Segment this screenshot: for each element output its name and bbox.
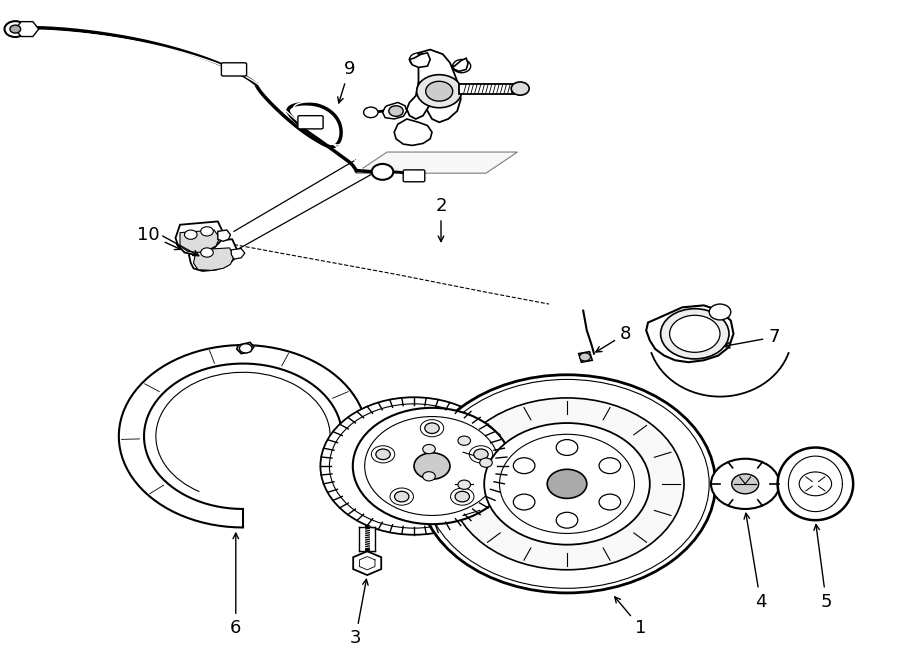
Circle shape xyxy=(396,420,513,506)
Circle shape xyxy=(484,423,650,545)
Polygon shape xyxy=(407,83,430,119)
Polygon shape xyxy=(356,152,518,173)
Polygon shape xyxy=(353,551,382,575)
FancyBboxPatch shape xyxy=(221,63,247,76)
Circle shape xyxy=(711,459,779,509)
Polygon shape xyxy=(176,221,223,254)
Circle shape xyxy=(513,457,535,473)
Polygon shape xyxy=(189,239,238,271)
Circle shape xyxy=(364,107,378,118)
Circle shape xyxy=(201,248,213,257)
Circle shape xyxy=(394,491,409,502)
Circle shape xyxy=(670,315,720,352)
Circle shape xyxy=(511,82,529,95)
Circle shape xyxy=(414,453,450,479)
Text: 6: 6 xyxy=(230,533,241,637)
Circle shape xyxy=(10,25,21,33)
Text: 8: 8 xyxy=(596,325,631,352)
Polygon shape xyxy=(194,248,234,270)
Polygon shape xyxy=(15,22,39,36)
Circle shape xyxy=(661,309,729,359)
Circle shape xyxy=(423,444,436,453)
Circle shape xyxy=(732,474,759,494)
Polygon shape xyxy=(410,53,430,67)
Circle shape xyxy=(547,469,587,498)
Circle shape xyxy=(580,353,590,361)
Polygon shape xyxy=(418,50,461,122)
Circle shape xyxy=(417,75,462,108)
Text: 3: 3 xyxy=(350,579,368,647)
Polygon shape xyxy=(231,249,245,259)
Circle shape xyxy=(239,344,252,353)
Circle shape xyxy=(184,230,197,239)
Circle shape xyxy=(599,494,621,510)
Circle shape xyxy=(320,397,508,535)
Circle shape xyxy=(376,449,391,459)
Circle shape xyxy=(455,491,470,502)
Circle shape xyxy=(201,227,213,236)
Text: 2: 2 xyxy=(436,197,446,241)
Polygon shape xyxy=(778,447,853,520)
Circle shape xyxy=(458,480,471,489)
Polygon shape xyxy=(394,119,432,145)
Polygon shape xyxy=(579,352,592,362)
Circle shape xyxy=(556,512,578,528)
Bar xyxy=(459,84,518,94)
Polygon shape xyxy=(237,342,254,354)
FancyBboxPatch shape xyxy=(298,116,323,129)
Polygon shape xyxy=(646,305,733,362)
Circle shape xyxy=(425,423,439,434)
Polygon shape xyxy=(218,230,230,241)
Polygon shape xyxy=(119,345,367,527)
Circle shape xyxy=(372,164,393,180)
Text: 7: 7 xyxy=(724,328,779,348)
Circle shape xyxy=(450,398,684,570)
Circle shape xyxy=(709,304,731,320)
Polygon shape xyxy=(452,58,468,71)
Circle shape xyxy=(423,472,436,481)
FancyBboxPatch shape xyxy=(403,170,425,182)
Polygon shape xyxy=(382,102,407,119)
Circle shape xyxy=(458,436,471,446)
Circle shape xyxy=(418,375,716,593)
Text: 4: 4 xyxy=(744,513,766,611)
Text: 5: 5 xyxy=(814,524,832,611)
Circle shape xyxy=(4,21,26,37)
Polygon shape xyxy=(180,230,220,253)
Circle shape xyxy=(556,440,578,455)
Text: 9: 9 xyxy=(338,60,355,103)
Circle shape xyxy=(389,106,403,116)
Circle shape xyxy=(426,81,453,101)
Circle shape xyxy=(353,408,511,524)
Circle shape xyxy=(513,494,535,510)
Circle shape xyxy=(473,449,488,459)
Circle shape xyxy=(480,458,492,467)
Circle shape xyxy=(599,458,621,473)
Text: 1: 1 xyxy=(615,597,646,637)
Text: 10: 10 xyxy=(137,225,181,250)
